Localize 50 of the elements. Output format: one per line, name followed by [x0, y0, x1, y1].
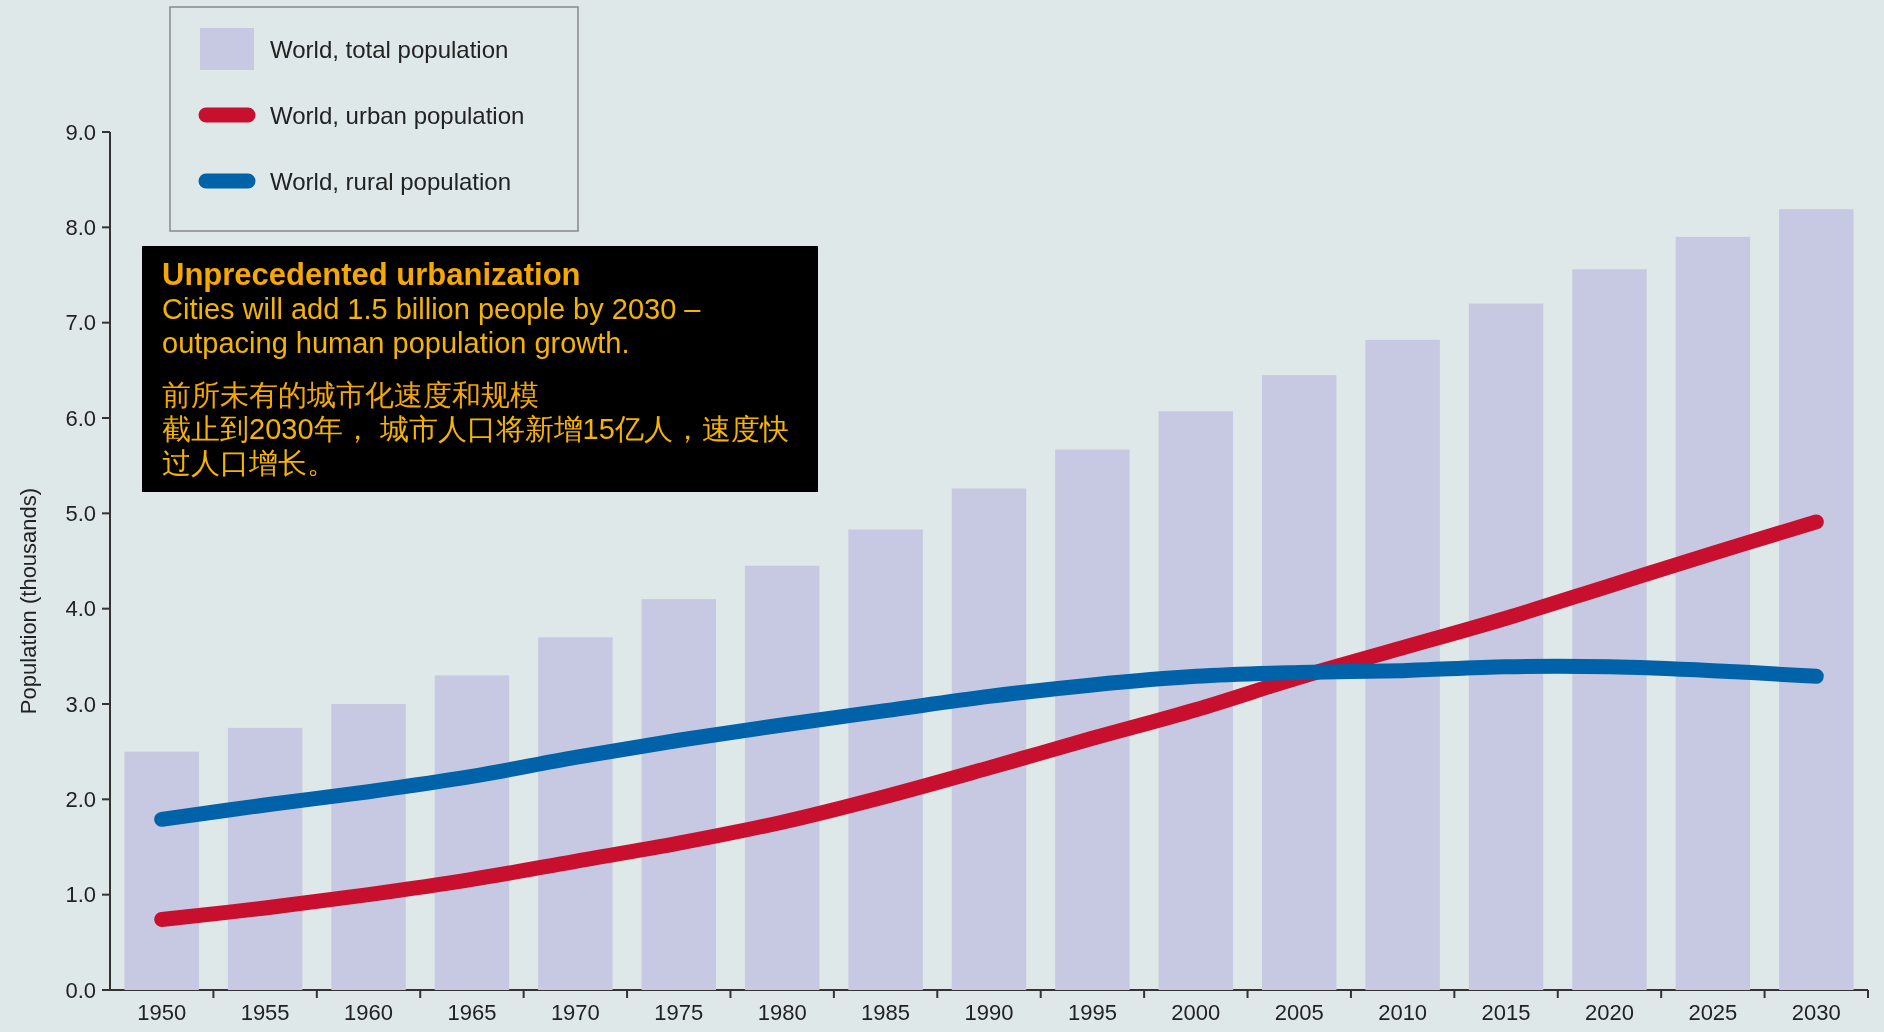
annotation: Unprecedented urbanization	[162, 257, 582, 292]
x-tick-label: 2005	[1274, 999, 1324, 1025]
y-tick-label: 3.0	[65, 691, 96, 717]
y-axis-title: Population (thousands)	[15, 487, 41, 715]
x-tick-label: 1965	[447, 999, 497, 1025]
bar	[744, 565, 820, 990]
x-tick-label: 1980	[757, 999, 807, 1025]
bar	[434, 675, 510, 990]
x-tick-label: 1955	[240, 999, 290, 1025]
x-tick-label: 1995	[1067, 999, 1117, 1025]
y-tick-label: 0.0	[65, 977, 96, 1003]
bar	[1262, 375, 1337, 990]
annotation: Cities will add 1.5 billion people by 2030 – outpacing human population growth.	[162, 292, 702, 360]
legend-label: World, total population	[270, 35, 509, 63]
x-tick-label: 1960	[344, 999, 394, 1025]
x-tick-label: 1970	[550, 999, 600, 1025]
bar	[641, 599, 716, 990]
bar	[1055, 449, 1130, 990]
x-tick-label: 2020	[1584, 999, 1634, 1025]
bar	[1675, 236, 1751, 990]
bar	[1468, 303, 1544, 990]
bar	[538, 637, 613, 990]
y-tick-label: 8.0	[65, 214, 96, 240]
y-tick-label: 4.0	[65, 596, 96, 622]
x-tick-label: 1950	[137, 999, 187, 1025]
x-tick-label: 2000	[1171, 999, 1221, 1025]
legend-label: World, rural population	[270, 167, 512, 195]
y-tick-label: 2.0	[65, 786, 96, 812]
y-tick-label: 5.0	[65, 500, 96, 526]
bar	[124, 751, 199, 990]
bar	[1779, 209, 1854, 990]
bar	[1158, 411, 1234, 990]
bar	[1365, 339, 1440, 990]
bar	[848, 529, 923, 990]
y-tick-label: 6.0	[65, 405, 96, 431]
annotation: 截止到2030年， 城市人口将新增15亿人，速度快过人口增长。	[162, 412, 790, 480]
y-tick-label: 7.0	[65, 310, 96, 336]
x-tick-label: 2025	[1688, 999, 1738, 1025]
annotation: 前所未有的城市化速度和规模	[162, 378, 540, 412]
x-tick-label: 2030	[1791, 999, 1841, 1025]
y-tick-label: 1.0	[65, 882, 96, 908]
bar	[951, 488, 1027, 990]
legend-label: World, urban population	[270, 101, 525, 129]
x-tick-label: 1990	[964, 999, 1014, 1025]
y-tick-label: 9.0	[65, 119, 96, 145]
x-tick-label: 2010	[1378, 999, 1428, 1025]
x-tick-label: 1975	[654, 999, 704, 1025]
x-tick-label: 1985	[861, 999, 911, 1025]
x-tick-label: 2015	[1481, 999, 1531, 1025]
bar	[1572, 269, 1647, 990]
